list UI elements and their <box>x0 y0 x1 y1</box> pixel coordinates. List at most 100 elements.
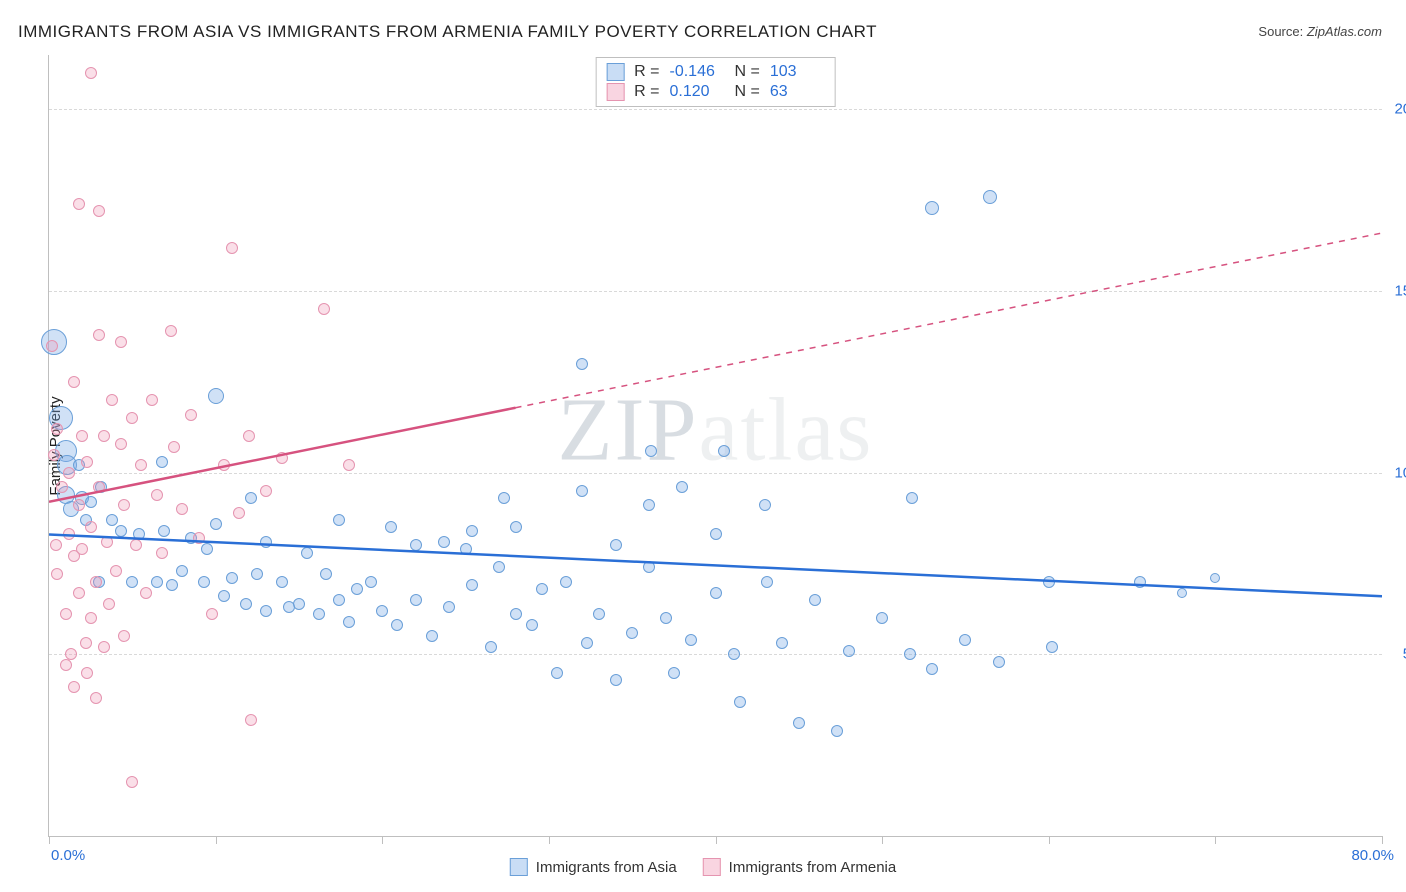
data-point <box>198 576 210 588</box>
data-point <box>98 641 110 653</box>
watermark-zip: ZIP <box>558 380 699 479</box>
gridline-horizontal <box>49 654 1382 655</box>
legend-swatch <box>703 858 721 876</box>
data-point <box>208 388 224 404</box>
stats-r-value: -0.146 <box>670 63 725 81</box>
data-point <box>645 445 657 457</box>
data-point <box>140 587 152 599</box>
data-point <box>498 492 510 504</box>
data-point <box>728 648 740 660</box>
data-point <box>226 572 238 584</box>
plot-area: ZIPatlas R =-0.146N =103R =0.120N =63 0.… <box>48 55 1382 837</box>
data-point <box>1210 573 1220 583</box>
x-tick <box>49 836 50 844</box>
y-tick-label: 5.0% <box>1387 646 1406 663</box>
data-point <box>106 394 118 406</box>
data-point <box>710 587 722 599</box>
gridline-horizontal <box>49 291 1382 292</box>
data-point <box>51 568 63 580</box>
data-point <box>610 674 622 686</box>
data-point <box>233 507 245 519</box>
data-point <box>93 481 105 493</box>
data-point <box>115 336 127 348</box>
legend-swatch <box>606 83 624 101</box>
data-point <box>126 776 138 788</box>
data-point <box>101 536 113 548</box>
data-point <box>118 499 130 511</box>
data-point <box>391 619 403 631</box>
trend-line-dashed <box>516 233 1382 408</box>
data-point <box>466 525 478 537</box>
data-point <box>60 608 72 620</box>
data-point <box>126 412 138 424</box>
data-point <box>176 503 188 515</box>
data-point <box>904 648 916 660</box>
data-point <box>185 409 197 421</box>
data-point <box>776 637 788 649</box>
data-point <box>245 714 257 726</box>
data-point <box>166 579 178 591</box>
x-tick <box>716 836 717 844</box>
data-point <box>46 340 58 352</box>
x-tick <box>382 836 383 844</box>
data-point <box>90 692 102 704</box>
data-point <box>551 667 563 679</box>
data-point <box>426 630 438 642</box>
data-point <box>685 634 697 646</box>
stats-row: R =-0.146N =103 <box>606 62 825 82</box>
data-point <box>156 456 168 468</box>
data-point <box>793 717 805 729</box>
data-point <box>276 452 288 464</box>
data-point <box>343 459 355 471</box>
data-point <box>251 568 263 580</box>
x-tick <box>549 836 550 844</box>
data-point <box>73 499 85 511</box>
stats-n-label: N = <box>735 83 760 101</box>
data-point <box>73 198 85 210</box>
data-point <box>60 659 72 671</box>
y-tick-label: 10.0% <box>1387 464 1406 481</box>
data-point <box>76 430 88 442</box>
chart-title: IMMIGRANTS FROM ASIA VS IMMIGRANTS FROM … <box>18 22 877 42</box>
data-point <box>276 576 288 588</box>
data-point <box>68 681 80 693</box>
data-point <box>843 645 855 657</box>
data-point <box>831 725 843 737</box>
source-value: ZipAtlas.com <box>1307 24 1382 39</box>
data-point <box>118 630 130 642</box>
legend-swatch <box>606 63 624 81</box>
data-point <box>90 576 102 588</box>
data-point <box>906 492 918 504</box>
data-point <box>626 627 638 639</box>
data-point <box>243 430 255 442</box>
data-point <box>126 576 138 588</box>
data-point <box>85 67 97 79</box>
data-point <box>80 637 92 649</box>
y-tick-label: 20.0% <box>1387 101 1406 118</box>
data-point <box>593 608 605 620</box>
data-point <box>98 430 110 442</box>
data-point <box>643 561 655 573</box>
data-point <box>510 608 522 620</box>
data-point <box>260 536 272 548</box>
data-point <box>365 576 377 588</box>
data-point <box>56 481 68 493</box>
x-tick <box>1215 836 1216 844</box>
source-attribution: Source: ZipAtlas.com <box>1258 24 1382 39</box>
data-point <box>301 547 313 559</box>
data-point <box>759 499 771 511</box>
data-point <box>668 667 680 679</box>
data-point <box>333 514 345 526</box>
data-point <box>73 587 85 599</box>
data-point <box>218 590 230 602</box>
data-point <box>438 536 450 548</box>
data-point <box>576 358 588 370</box>
data-point <box>110 565 122 577</box>
data-point <box>293 598 305 610</box>
data-point <box>526 619 538 631</box>
data-point <box>81 456 93 468</box>
data-point <box>410 594 422 606</box>
data-point <box>65 648 77 660</box>
data-point <box>93 205 105 217</box>
data-point <box>158 525 170 537</box>
